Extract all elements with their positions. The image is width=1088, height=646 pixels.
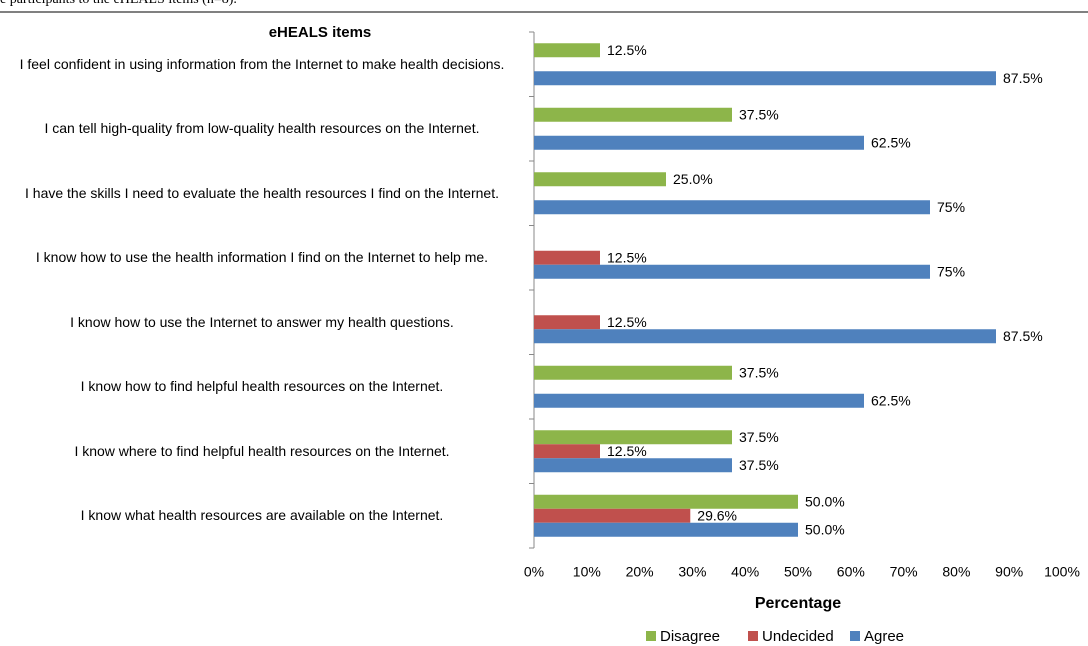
bar — [534, 494, 798, 509]
x-tick-label: 50% — [784, 564, 812, 580]
category-label: I have the skills I need to evaluate the… — [25, 184, 499, 201]
bar — [534, 172, 666, 187]
bar — [534, 444, 600, 459]
x-tick-label: 30% — [678, 564, 706, 580]
bar — [534, 393, 864, 408]
bar — [534, 508, 691, 523]
bar — [534, 315, 600, 330]
value-label: 75% — [937, 263, 965, 279]
bar — [534, 250, 600, 265]
bar — [534, 135, 864, 150]
category-label: I feel confident in using information fr… — [19, 55, 505, 72]
category-label: I can tell high-quality from low-quality… — [44, 120, 480, 137]
x-tick-label: 10% — [573, 564, 601, 580]
value-label: 12.5% — [607, 249, 647, 265]
category-label: I know how to use the Internet to answer… — [70, 313, 454, 330]
x-tick-label: 100% — [1044, 564, 1080, 580]
value-label: 37.5% — [739, 429, 779, 445]
value-label: 12.5% — [607, 443, 647, 459]
bar — [534, 71, 996, 86]
bar — [534, 458, 732, 473]
value-label: 75% — [937, 199, 965, 215]
y-axis-title: eHEALS items — [269, 24, 372, 41]
value-label: 37.5% — [739, 364, 779, 380]
legend-label: Agree — [864, 628, 904, 645]
x-tick-label: 20% — [626, 564, 654, 580]
bar — [534, 200, 930, 215]
x-axis-title: Percentage — [755, 595, 841, 612]
legend-swatch — [748, 631, 758, 641]
value-label: 50.0% — [805, 521, 845, 537]
category-label: I know where to find helpful health reso… — [74, 442, 450, 459]
x-tick-label: 0% — [524, 564, 544, 580]
value-label: 37.5% — [739, 106, 779, 122]
bar — [534, 522, 798, 537]
value-label: 87.5% — [1003, 70, 1043, 86]
legend-label: Undecided — [762, 628, 834, 645]
value-label: 29.6% — [697, 507, 737, 523]
x-tick-label: 60% — [837, 564, 865, 580]
bar — [534, 329, 996, 344]
x-tick-label: 80% — [942, 564, 970, 580]
category-label: I know how to use the health information… — [35, 249, 489, 266]
value-label: 87.5% — [1003, 328, 1043, 344]
value-label: 12.5% — [607, 42, 647, 58]
legend-swatch — [850, 631, 860, 641]
category-label: I know how to find helpful health resour… — [80, 378, 444, 395]
category-label: I know what health resources are availab… — [80, 507, 444, 524]
x-tick-label: 70% — [890, 564, 918, 580]
legend-label: Disagree — [660, 628, 720, 645]
value-label: 62.5% — [871, 392, 911, 408]
bar — [534, 43, 600, 58]
value-label: 37.5% — [739, 457, 779, 473]
legend-swatch — [646, 631, 656, 641]
x-tick-label: 40% — [731, 564, 759, 580]
bar — [534, 107, 732, 122]
x-tick-label: 90% — [995, 564, 1023, 580]
caption: e participants to the eHEALS items (n=8)… — [0, 0, 237, 8]
value-label: 12.5% — [607, 314, 647, 330]
bar — [534, 365, 732, 380]
value-label: 25.0% — [673, 171, 713, 187]
bar — [534, 430, 732, 445]
value-label: 50.0% — [805, 493, 845, 509]
bar — [534, 264, 930, 279]
value-label: 62.5% — [871, 134, 911, 150]
